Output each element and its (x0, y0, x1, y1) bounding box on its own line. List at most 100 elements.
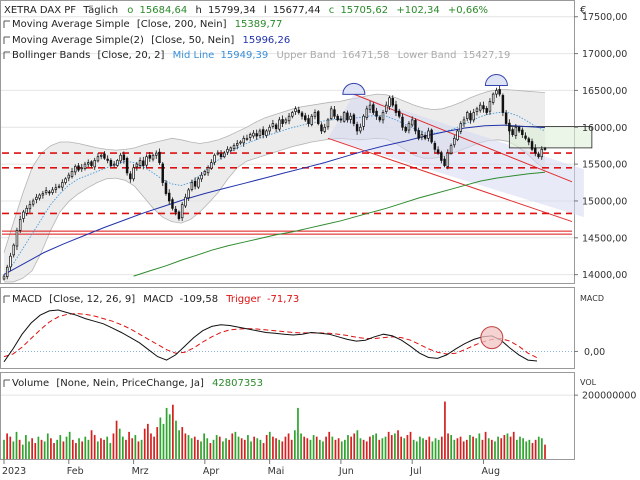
price-tick-label: 15500,00 (582, 160, 627, 171)
volume-bar (312, 435, 315, 459)
candle (96, 153, 100, 163)
candle (404, 125, 407, 134)
volume-bar (453, 439, 456, 459)
x-tick-label: Apr (203, 466, 220, 477)
volume-bar (103, 439, 105, 459)
volume-bar (497, 436, 499, 459)
candle (485, 106, 488, 115)
candle-body (359, 126, 362, 132)
candle-body (96, 156, 100, 162)
candle-body (514, 126, 518, 136)
ohlc-low: 15677,44 (273, 5, 321, 16)
volume-bar (390, 435, 393, 459)
candle-body (501, 95, 505, 113)
currency-label: € (580, 5, 586, 16)
candle-body (106, 158, 109, 161)
candle (171, 197, 174, 211)
volume-bar (187, 435, 190, 459)
volume-bar (268, 431, 271, 459)
candle-body (511, 129, 514, 135)
candle-body (145, 156, 148, 166)
volume-bar (181, 427, 184, 459)
candle-body (54, 187, 58, 190)
macd-line (3, 309, 538, 363)
ma50-line (3, 124, 546, 276)
candle (242, 135, 245, 147)
candle (385, 101, 388, 114)
macd-legend: MACD [Close, 12, 26, 9] MACD -109,58 Tri… (12, 294, 299, 305)
volume-bar (450, 435, 453, 459)
candle (86, 159, 90, 168)
candle-body (517, 126, 521, 132)
candle-body (174, 208, 177, 213)
bb-upper-label: Upper Band (276, 50, 335, 61)
candle-body (61, 182, 64, 188)
volume-bar (190, 438, 193, 459)
macd-params: [Close, 12, 26, 9] (49, 294, 135, 305)
volume-bar (112, 433, 115, 459)
candle-body (265, 130, 268, 136)
volume-bar (353, 433, 356, 459)
legend-title: XETRA DAX PF (4, 5, 76, 16)
candle-body (190, 182, 194, 190)
top-marker (484, 74, 508, 86)
volume-bar (228, 439, 231, 459)
candle (517, 125, 521, 134)
volume-bar (428, 436, 431, 459)
candle-body (326, 119, 330, 128)
candle-body (125, 158, 129, 174)
candle-body (466, 112, 469, 119)
legend-ma50: Moving Average Simple(2) [Close, 50, Nei… (12, 35, 290, 46)
candle (109, 158, 113, 168)
volume-bar (215, 435, 218, 459)
x-tick-label: Jun (338, 466, 354, 477)
candle (77, 163, 80, 172)
volume-panel: 200000000 VOL Volume [None, Nein, PriceC… (0, 372, 636, 460)
candle (193, 177, 197, 190)
candle (294, 106, 297, 115)
candle (245, 134, 249, 141)
candle (410, 116, 414, 127)
candle-body (365, 108, 369, 118)
candle-body (427, 130, 430, 139)
volume-bar (65, 436, 68, 459)
candle (310, 114, 313, 127)
volume-bar (175, 420, 177, 459)
volume-bar (56, 439, 59, 459)
candle (180, 202, 184, 222)
candle-body (236, 143, 239, 146)
volume-bar (131, 438, 134, 459)
volume-bar (53, 443, 55, 459)
volume-bar (75, 443, 77, 459)
volume-bar (109, 443, 112, 459)
candle (449, 143, 453, 155)
volume-bar (118, 428, 121, 459)
candle (514, 124, 518, 139)
candle-body (368, 104, 372, 110)
candle (543, 146, 547, 151)
candle (281, 115, 284, 128)
candle (352, 113, 356, 127)
candle (443, 156, 446, 168)
price-tick-label: 17000,00 (582, 49, 627, 60)
candle (530, 138, 534, 152)
candle-body (339, 118, 343, 121)
candle (365, 105, 369, 121)
volume-bar (153, 436, 155, 459)
candle (38, 193, 41, 201)
volume-bar (272, 436, 274, 459)
bb-params: [Close, 20, 2] (98, 50, 165, 61)
candle-body (268, 126, 271, 132)
volume-bar (331, 436, 334, 459)
candle (342, 111, 346, 123)
candle (12, 243, 15, 258)
volume-label: Volume (12, 378, 49, 389)
candle (223, 150, 226, 159)
candle (472, 108, 475, 123)
candle-body (171, 199, 174, 209)
candle-body (372, 104, 375, 113)
volume-bar (375, 433, 377, 459)
candle-body (48, 191, 51, 194)
candle (446, 149, 450, 170)
candle-body (459, 123, 463, 132)
